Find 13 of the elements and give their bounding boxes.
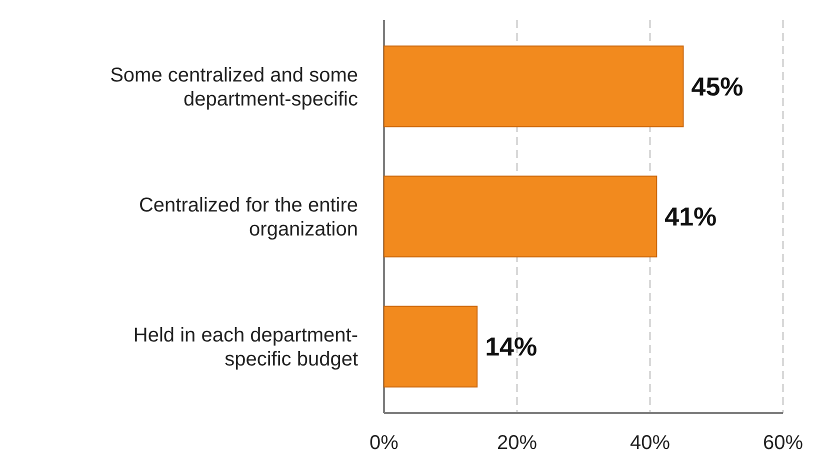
- data-label: 14%: [485, 332, 538, 362]
- x-tick-label: 20%: [496, 432, 538, 454]
- x-tick-label: 60%: [762, 432, 804, 454]
- bar: [384, 46, 684, 128]
- data-label: 45%: [691, 71, 744, 102]
- y-tick-label: Centralized for the entire organization: [138, 194, 358, 240]
- y-tick-label: Held in each department-specific budget: [133, 324, 358, 371]
- data-label: 41%: [664, 202, 717, 232]
- x-tick-label: 40%: [630, 432, 670, 454]
- bar: [384, 176, 658, 258]
- y-tick-label: Some centralized and some department-specific: [110, 64, 358, 110]
- bar: [384, 306, 478, 388]
- x-tick-label: 0%: [370, 432, 399, 454]
